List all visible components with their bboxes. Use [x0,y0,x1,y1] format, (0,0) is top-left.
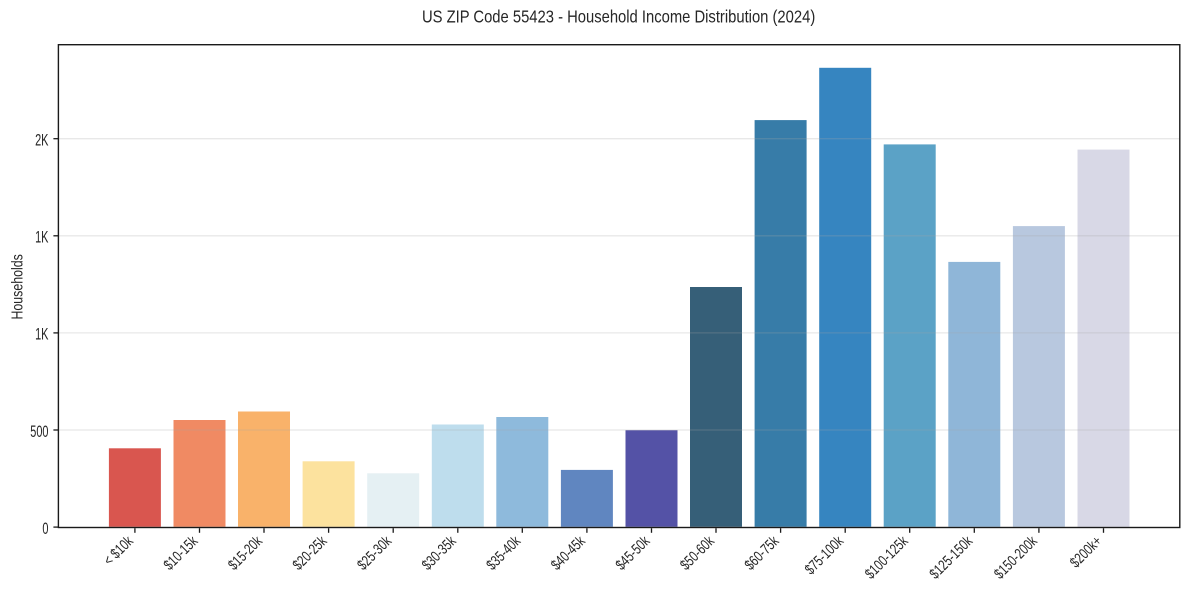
svg-text:1K: 1K [35,229,48,247]
svg-text:0: 0 [42,520,48,538]
svg-text:Households: Households [10,254,27,319]
svg-text:500: 500 [30,423,48,441]
svg-text:US ZIP Code 55423 - Household: US ZIP Code 55423 - Household Income Dis… [422,6,815,26]
svg-text:1K: 1K [35,326,48,344]
svg-text:2K: 2K [35,132,48,150]
